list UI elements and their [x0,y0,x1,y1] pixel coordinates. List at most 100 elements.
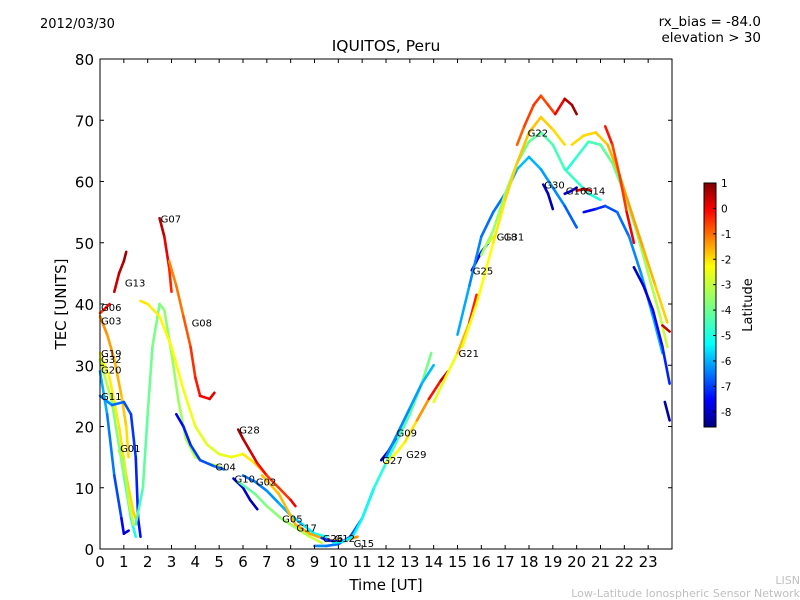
series-segment [253,492,269,508]
satellite-label-G08: G08 [192,318,212,329]
series-segment [420,363,435,385]
series-segment [563,97,574,107]
series-segment [384,437,400,465]
x-tick-label: 11 [353,553,372,571]
satellite-label-G14: G14 [585,187,605,198]
series-segment [551,186,567,208]
series-segment [248,498,259,511]
series-segment [351,517,364,539]
colorbar-tick-label: -3 [721,280,731,292]
series-segment [294,523,312,535]
x-tick-label: 17 [496,553,515,571]
series-segment [565,155,578,171]
satellite-label-G10: G10 [234,475,254,486]
satellite-label-G06: G06 [101,303,121,314]
series-segment [127,498,135,526]
series-segment [113,272,121,294]
series-segment [632,265,645,287]
series-segment [146,302,161,318]
series-segment [301,523,316,535]
series-G13 [113,250,128,294]
series-segment [105,412,116,477]
series-segment [427,379,443,401]
satellite-label-G01: G01 [120,444,140,455]
series-segment [341,535,354,543]
satellite-label-G21: G21 [459,349,479,360]
series-G04 [174,412,226,471]
series-segment [396,406,412,434]
series-segment [134,486,145,526]
series-segment [98,351,111,379]
series-segment [110,400,126,407]
series-segment [384,449,400,465]
colorbar-ticks: 1 0 -1 -2 -3 -4 -5 -6 -7 -8 [713,178,732,419]
elevation-label: elevation > 30 [661,30,761,46]
series-segment [265,474,281,490]
y-tick-label: 10 [75,480,94,498]
series-G30 [541,183,555,211]
satellite-label-G12: G12 [335,534,355,545]
series-segment [253,480,269,493]
x-tick-label: 0 [95,553,105,571]
series-segment [468,235,483,287]
satellite-label-G26: G26 [323,534,343,545]
date-label: 2012/03/30 [40,17,115,32]
series-segment [611,143,621,177]
series-segment [122,250,128,263]
series-segment [332,540,345,545]
satellite-label-G15: G15 [354,539,374,550]
series-G06 [98,302,111,315]
rx-bias-label: rx_bias = -84.0 [658,14,761,30]
series-segment [124,425,130,459]
x-tick-label: 16 [472,553,491,571]
series-G03 [98,314,130,459]
series-segment [527,115,543,134]
series-segment [618,174,629,214]
x-tick-label: 2 [143,553,153,571]
colorbar-tick-label: -2 [721,254,731,266]
x-tick-label: 5 [214,553,224,571]
series-segment [654,284,669,324]
x-tick-label: 10 [329,553,348,571]
series-segment [279,517,297,529]
series-segment [325,542,340,548]
series-segment [98,394,114,407]
series-segment [599,143,614,165]
series-segment [541,183,550,196]
series-segment [539,131,555,147]
x-tick-label: 12 [376,553,395,571]
plot-frame [99,58,673,550]
x-tick-label: 13 [400,553,419,571]
x-tick-label: 18 [519,553,538,571]
y-tick-label: 0 [84,541,94,559]
series-segment [575,180,590,196]
series-segment [129,412,138,459]
series-segment [634,229,650,275]
satellite-label-G13: G13 [125,279,145,290]
series-G09 [384,363,435,459]
series-segment [480,229,495,257]
x-tick-label: 14 [424,553,443,571]
satellite-label-G18: G18 [497,233,517,244]
series-segment [563,204,578,229]
satellite-label-G17: G17 [296,524,316,535]
y-tick-label: 30 [75,357,94,375]
series-segment [546,103,557,116]
footer-lisn: LISN [775,574,800,587]
chart-title: IQUITOS, Peru [331,37,441,55]
series-segment [241,437,252,453]
series-segment [103,302,111,311]
series-segment [277,486,292,502]
series-segment [603,204,619,214]
series-segment [603,125,614,147]
satellite-label-G19: G19 [101,349,121,360]
series-segment [205,443,221,456]
series-segment [236,480,257,496]
series-segment [141,412,149,490]
series-segment [551,128,567,147]
series-segment [167,265,173,294]
series-segment [120,517,126,535]
series-segment [170,351,180,404]
series-segment [456,284,471,336]
